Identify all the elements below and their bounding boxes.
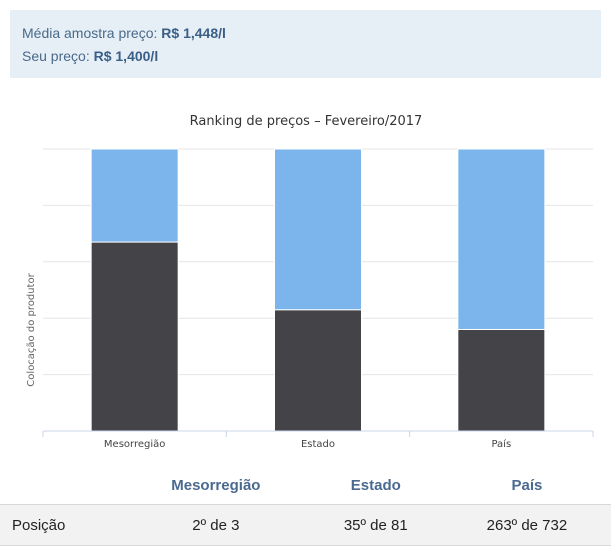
position-estado: 35º de 81 [308,504,443,546]
your-price-label: Seu preço: [22,48,90,64]
bar-lower-2 [457,328,546,432]
your-price-value: R$ 1,400/l [93,48,159,64]
bar-upper-2 [457,148,546,330]
header-blank [0,466,123,505]
ranking-chart-svg: Ranking de preços – Fevereiro/2017 Coloc… [26,114,594,450]
y-axis-label: Colocação do produtor [26,272,37,386]
chart-title: Ranking de preços – Fevereiro/2017 [190,114,423,129]
position-pais: 263º de 732 [442,504,611,546]
position-mesorregiao: 2º de 3 [123,504,309,546]
bar-lower-1 [274,309,362,432]
x-axis: Mesorregião Estado País [42,430,594,450]
x-tick-label: País [491,438,511,450]
x-tick-label: Mesorregião [104,439,165,450]
position-table-header: Mesorregião Estado País [0,466,611,505]
avg-price-label: Média amostra preço: [22,25,158,41]
header-pais: País [511,476,543,494]
bar-lower-0 [90,241,179,432]
price-summary: Média amostra preço: R$ 1,448/l Seu preç… [10,10,601,78]
bars [90,148,546,432]
avg-price-line: Média amostra preço: R$ 1,448/l [22,22,589,45]
your-price-line: Seu preço: R$ 1,400/l [22,45,589,68]
header-mesorregiao: Mesorregião [171,476,261,494]
position-table: Mesorregião Estado País Posição 2º de 3 … [0,466,611,546]
bar-upper-1 [274,148,362,311]
row-label: Posição [0,504,123,546]
ranking-chart: Ranking de preços – Fevereiro/2017 Coloc… [0,100,611,460]
x-tick-label: Estado [301,439,335,450]
avg-price-value: R$ 1,448/l [161,25,226,41]
header-estado: Estado [350,476,401,494]
bar-upper-0 [90,148,179,243]
table-row: Posição 2º de 3 35º de 81 263º de 732 [0,504,611,546]
